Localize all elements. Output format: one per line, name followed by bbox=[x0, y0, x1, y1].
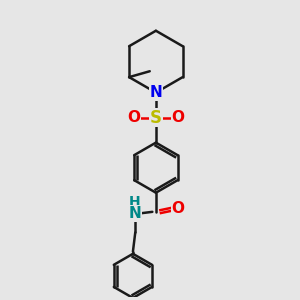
Text: N: N bbox=[149, 85, 162, 100]
Text: O: O bbox=[172, 201, 184, 216]
Text: N: N bbox=[129, 206, 142, 221]
Text: H: H bbox=[129, 195, 140, 209]
Text: S: S bbox=[150, 109, 162, 127]
Text: O: O bbox=[127, 110, 140, 125]
Text: O: O bbox=[172, 110, 184, 125]
